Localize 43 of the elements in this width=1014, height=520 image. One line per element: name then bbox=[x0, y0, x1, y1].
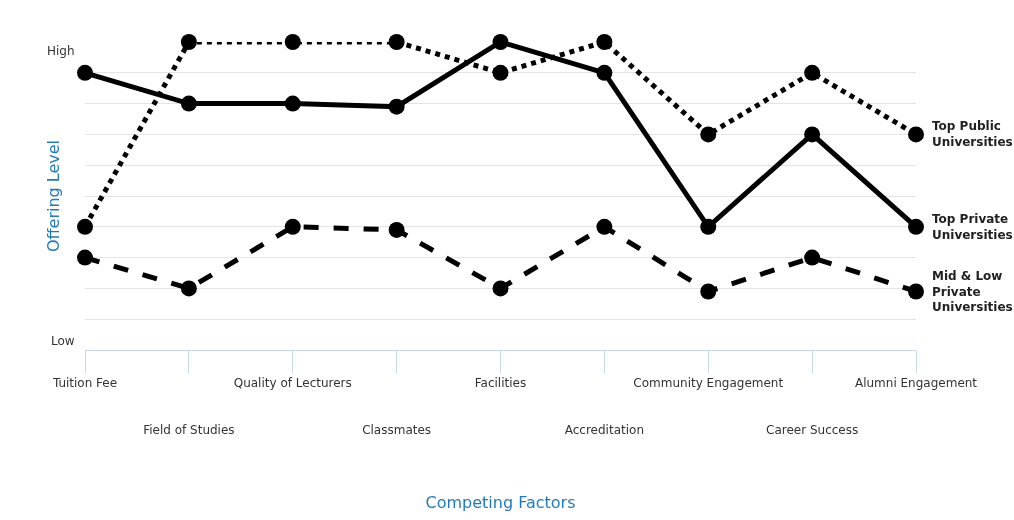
point bbox=[908, 283, 924, 300]
point bbox=[180, 280, 197, 297]
series-label: Top Private Universities bbox=[932, 212, 1013, 242]
x-tick-label: Accreditation bbox=[564, 423, 645, 438]
point bbox=[596, 64, 613, 81]
point bbox=[596, 218, 613, 235]
point bbox=[492, 280, 509, 297]
x-tick-label: Career Success bbox=[766, 423, 859, 438]
x-tick-label: Tuition Fee bbox=[51, 376, 118, 391]
point bbox=[908, 126, 924, 143]
point bbox=[804, 64, 821, 81]
x-tick-label: Quality of Lecturers bbox=[233, 376, 352, 391]
x-tick-label: Alumni Engagement bbox=[854, 376, 978, 391]
point bbox=[180, 95, 197, 112]
point bbox=[77, 249, 93, 266]
point bbox=[492, 64, 509, 81]
point bbox=[388, 34, 405, 50]
point bbox=[284, 95, 301, 112]
point bbox=[388, 98, 405, 115]
point bbox=[596, 34, 613, 50]
point bbox=[284, 218, 301, 235]
text: Low bbox=[51, 334, 75, 348]
point bbox=[388, 221, 405, 238]
point bbox=[700, 126, 717, 143]
point bbox=[804, 249, 821, 266]
point bbox=[492, 34, 509, 50]
point bbox=[180, 34, 197, 50]
x-tick-label: Classmates bbox=[362, 423, 432, 438]
point bbox=[804, 126, 821, 143]
series-label: Top Public Universities bbox=[932, 119, 1013, 149]
x-axis-title: Competing Factors bbox=[425, 492, 576, 512]
series-label: Mid & Low Private Universities bbox=[932, 269, 1013, 315]
x-tick-label: Field of Studies bbox=[143, 423, 235, 438]
text: High bbox=[47, 44, 75, 58]
point bbox=[77, 218, 93, 235]
x-tick-label: Facilities bbox=[474, 376, 527, 391]
point bbox=[700, 283, 717, 300]
point bbox=[908, 218, 924, 235]
x-tick-label: Community Engagement bbox=[633, 376, 784, 391]
point bbox=[77, 64, 93, 81]
point bbox=[700, 218, 717, 235]
y-axis-title: Offering Level bbox=[43, 139, 63, 253]
point bbox=[284, 34, 301, 50]
